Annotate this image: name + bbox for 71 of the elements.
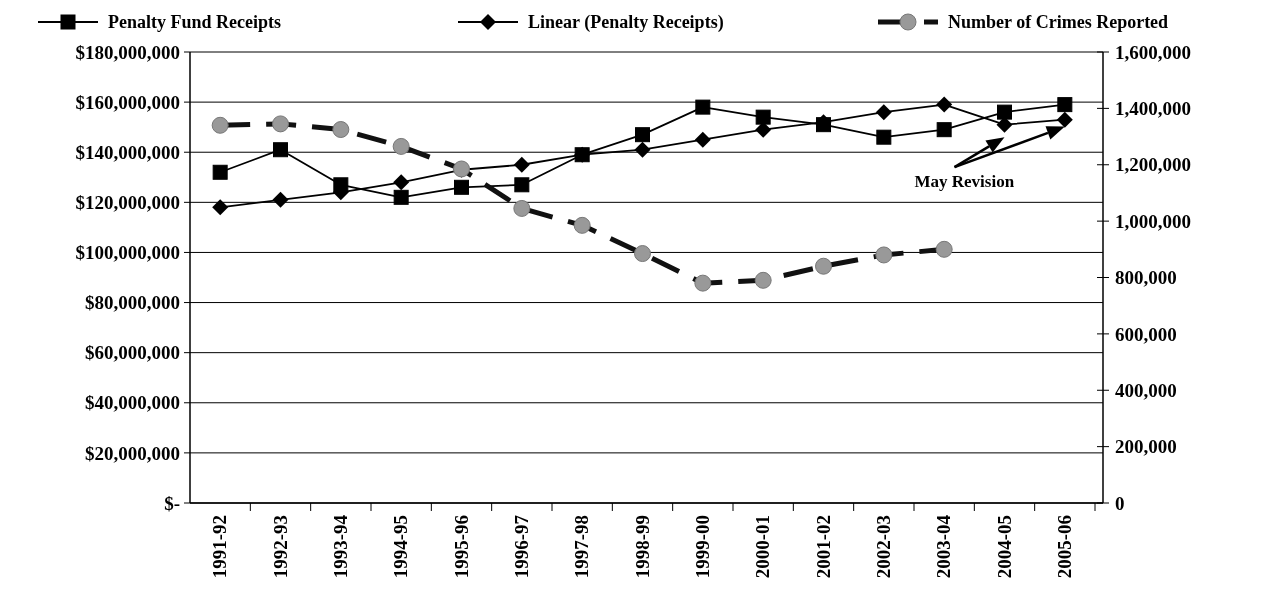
y2-tick-label: 1,600,000 bbox=[1115, 41, 1191, 63]
y-tick-label: $180,000,000 bbox=[75, 41, 180, 63]
y2-tick-label: 1,400,000 bbox=[1115, 98, 1191, 120]
point bbox=[634, 141, 651, 158]
y-tick-label: $160,000,000 bbox=[75, 91, 180, 113]
point bbox=[514, 177, 530, 193]
x-tick-label: 2005-06 bbox=[1053, 515, 1075, 579]
point bbox=[273, 142, 288, 158]
point bbox=[393, 174, 410, 191]
y2-tick-label: 1,200,000 bbox=[1115, 154, 1191, 176]
legend-label: Penalty Fund Receipts bbox=[108, 12, 281, 33]
y-tick-label: $120,000,000 bbox=[75, 191, 180, 213]
point bbox=[573, 216, 591, 234]
point bbox=[1056, 111, 1073, 128]
y2-tick-label: 600,000 bbox=[1115, 323, 1177, 345]
point bbox=[212, 164, 228, 180]
point bbox=[876, 129, 892, 145]
point bbox=[513, 156, 530, 173]
point bbox=[875, 104, 892, 121]
point bbox=[936, 96, 953, 113]
point bbox=[634, 245, 651, 263]
point bbox=[815, 257, 832, 275]
y-tick-label: $60,000,000 bbox=[85, 342, 180, 364]
point bbox=[635, 127, 650, 143]
y2-tick-label: 200,000 bbox=[1115, 436, 1177, 458]
point bbox=[212, 199, 229, 216]
legend-label: Number of Crimes Reported bbox=[948, 12, 1169, 33]
y2-tick-label: 1,000,000 bbox=[1115, 210, 1191, 232]
annotation: May Revision bbox=[914, 172, 1015, 192]
point bbox=[694, 274, 712, 292]
x-tick-label: 2003-04 bbox=[933, 514, 955, 579]
x-tick-label: 1994-95 bbox=[390, 515, 412, 579]
point bbox=[936, 122, 952, 138]
x-tick-label: 2004-05 bbox=[993, 515, 1015, 579]
point bbox=[513, 199, 531, 217]
x-tick-label: 2002-03 bbox=[872, 515, 894, 579]
x-tick-label: 1992-93 bbox=[269, 515, 291, 579]
y-tick-label: $80,000,000 bbox=[85, 292, 180, 314]
x-tick-label: 1993-94 bbox=[329, 514, 351, 579]
y-tick-label: $140,000,000 bbox=[75, 141, 180, 163]
y-tick-label: $- bbox=[164, 492, 180, 514]
x-tick-label: 1996-97 bbox=[510, 514, 532, 579]
point bbox=[454, 179, 469, 195]
y2-tick-label: 0 bbox=[1115, 492, 1125, 514]
y-tick-label: $20,000,000 bbox=[85, 442, 180, 464]
x-tick-label: 1999-00 bbox=[691, 515, 713, 579]
legend-label: Linear (Penalty Receipts) bbox=[528, 12, 724, 34]
point bbox=[935, 240, 953, 258]
x-tick-label: 1991-92 bbox=[209, 515, 231, 579]
point bbox=[695, 99, 711, 115]
x-tick-label: 1998-99 bbox=[631, 515, 653, 579]
x-tick-label: 2000-01 bbox=[752, 515, 774, 579]
point bbox=[755, 109, 771, 125]
point bbox=[272, 115, 289, 133]
y-tick-label: $100,000,000 bbox=[75, 242, 180, 264]
point bbox=[393, 189, 409, 205]
point bbox=[211, 116, 229, 134]
point bbox=[392, 137, 410, 155]
y2-tick-label: 800,000 bbox=[1115, 267, 1177, 289]
x-tick-label: 1995-96 bbox=[450, 515, 472, 579]
point bbox=[997, 104, 1012, 120]
point bbox=[332, 121, 350, 139]
y2-tick-label: 400,000 bbox=[1115, 379, 1177, 401]
y-tick-label: $40,000,000 bbox=[85, 392, 180, 414]
point bbox=[1057, 97, 1073, 113]
point bbox=[875, 246, 893, 264]
x-tick-label: 2001-02 bbox=[812, 515, 834, 579]
point bbox=[754, 271, 772, 289]
x-tick-label: 1997-98 bbox=[571, 515, 593, 579]
point bbox=[694, 131, 711, 148]
point bbox=[272, 191, 289, 208]
